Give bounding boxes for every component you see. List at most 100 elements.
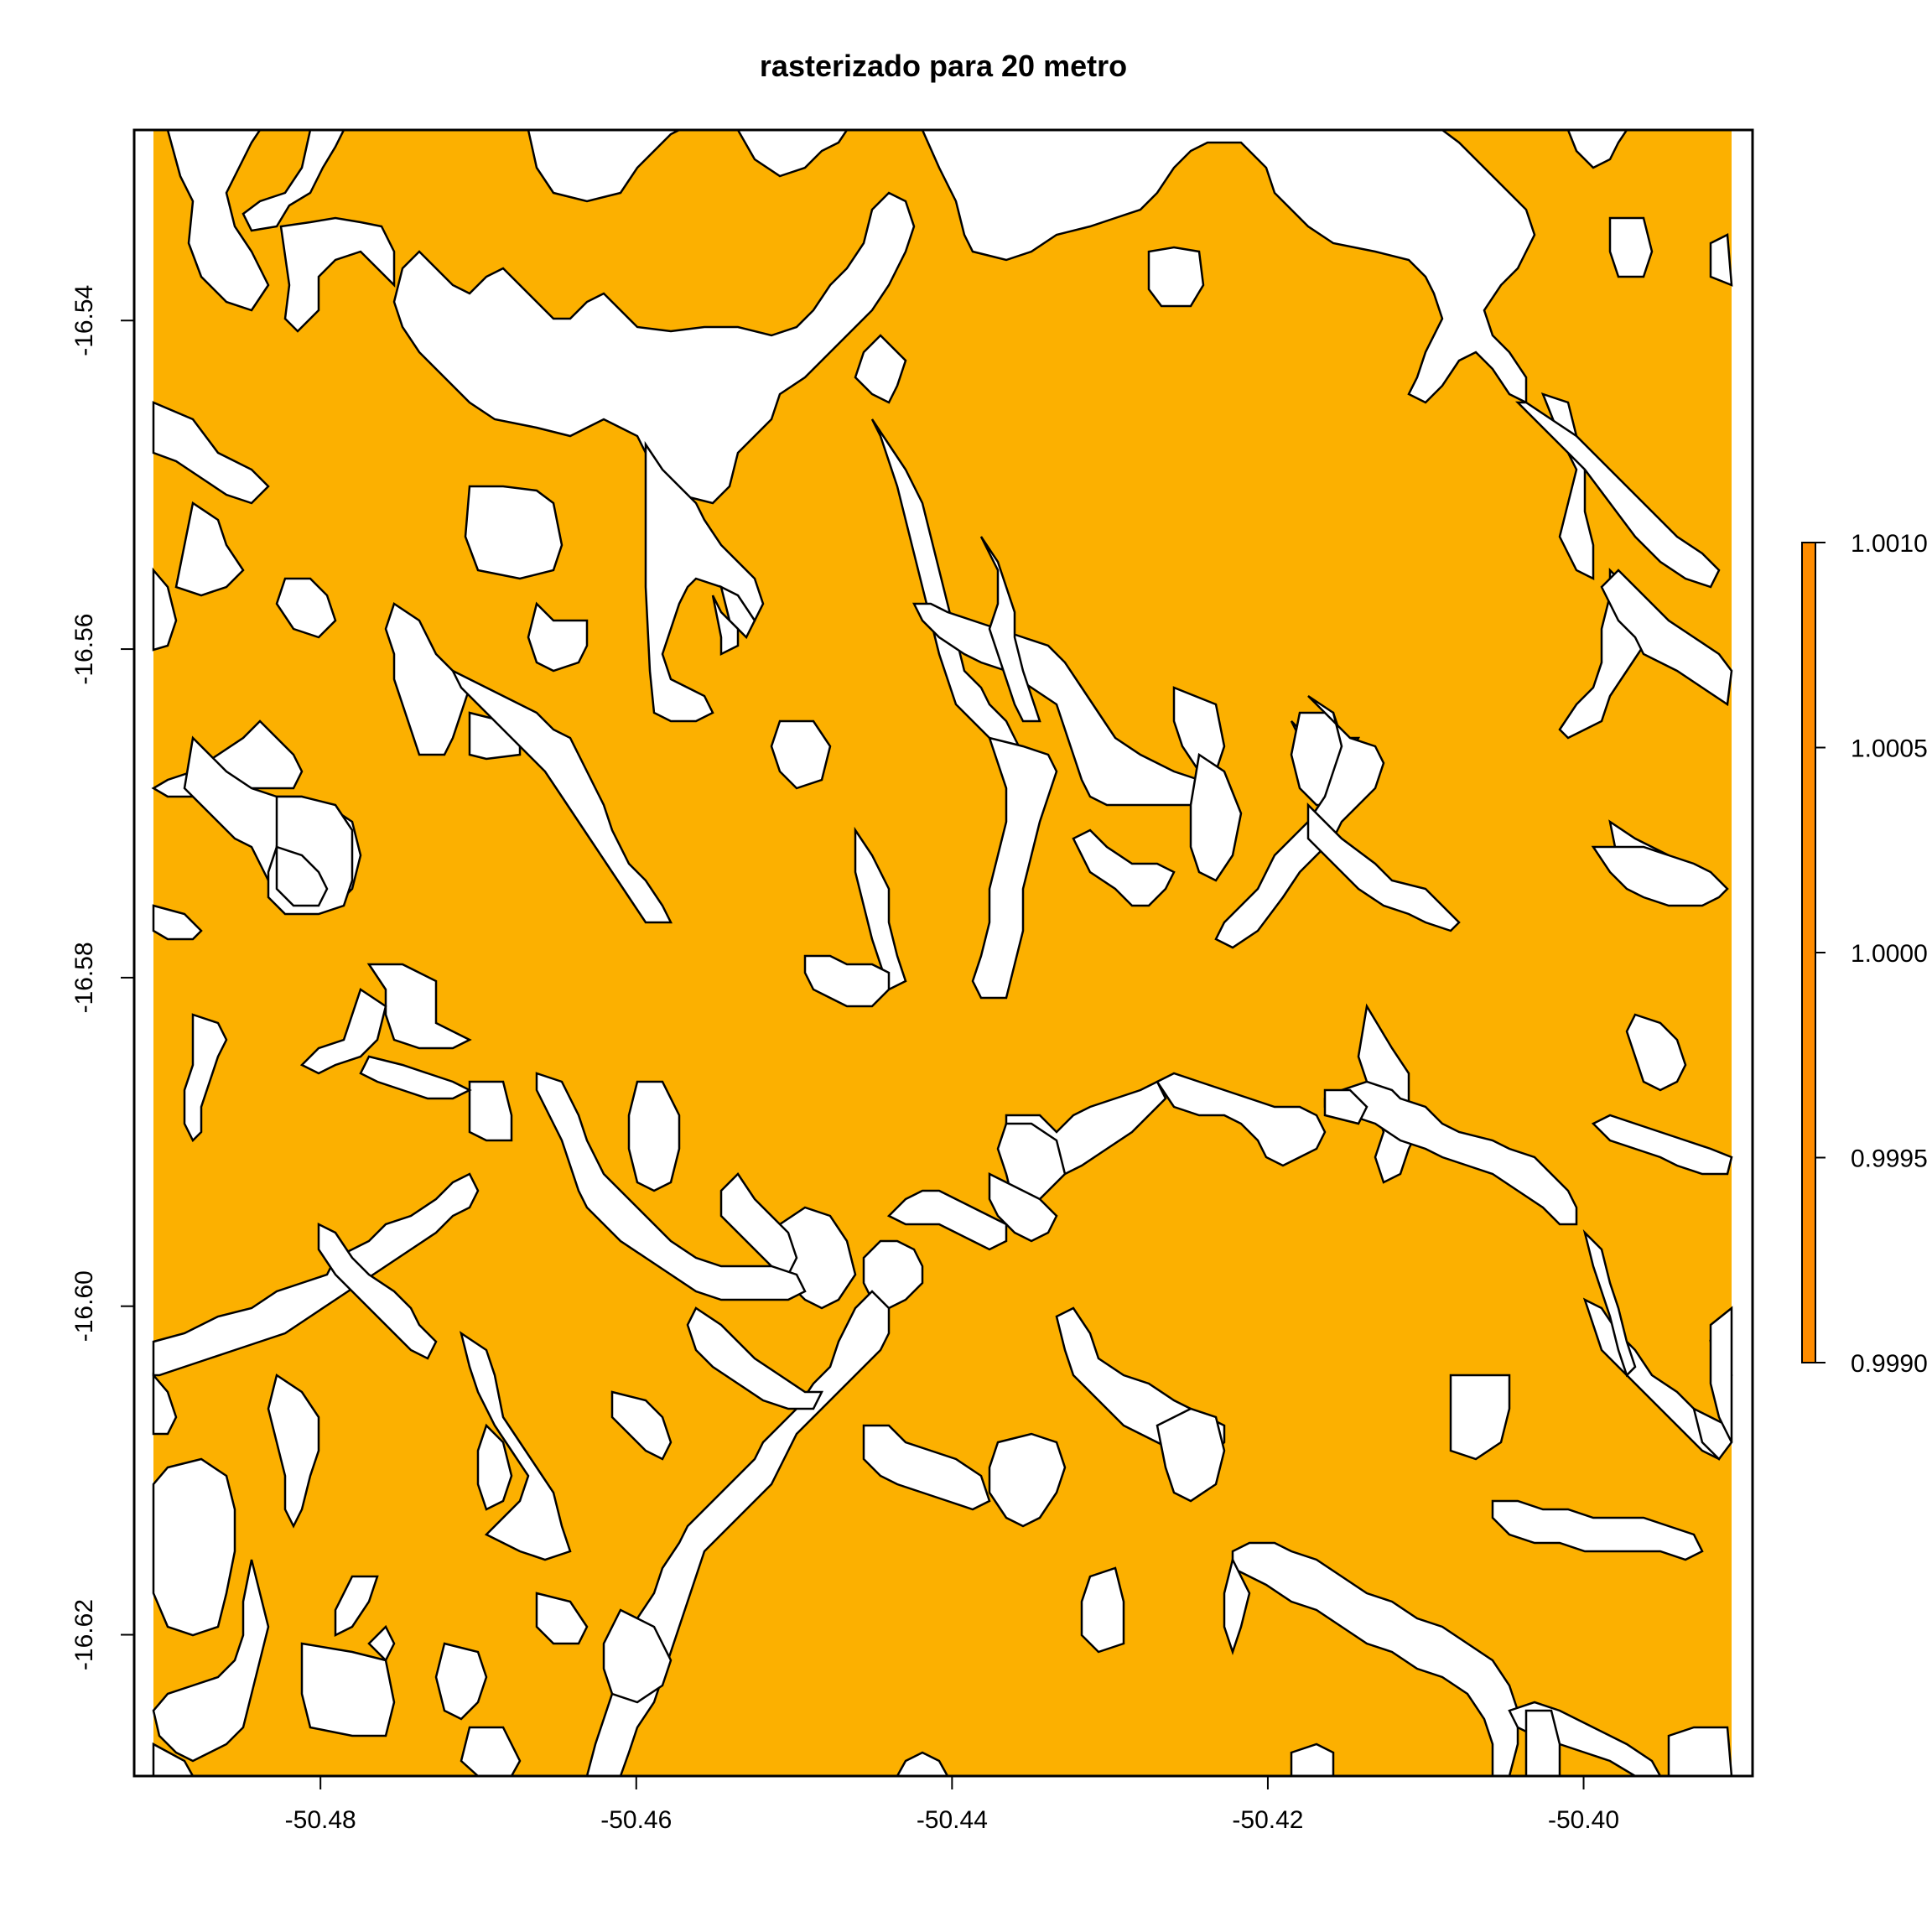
gap-shape (1524, 1709, 1561, 1776)
gap-shape (1625, 1013, 1687, 1092)
gap-shape (183, 1013, 228, 1143)
gap-shape (1323, 1088, 1368, 1125)
gap-shape (1591, 845, 1729, 907)
gap-shape (434, 1642, 488, 1721)
gap-shape (1608, 216, 1654, 278)
gap-shape (152, 1172, 480, 1377)
gap-shape (1600, 569, 1733, 707)
y-tick-label: -16.60 (70, 1270, 98, 1342)
gap-shape (602, 1608, 673, 1704)
raster-map (134, 130, 1753, 1776)
gap-shape (366, 963, 472, 1050)
y-tick-label: -16.56 (70, 614, 98, 685)
gap-shape (1080, 1566, 1125, 1654)
gap-shape (1072, 828, 1176, 907)
gap-shape (275, 845, 329, 907)
gap-shape (1189, 752, 1243, 882)
x-tick-label: -50.44 (917, 1806, 988, 1834)
gap-shape (854, 826, 907, 991)
gap-shape (1582, 1228, 1637, 1378)
gap-shape (468, 1080, 513, 1142)
gap-shape (686, 1306, 824, 1410)
gap-shape (527, 130, 680, 203)
legend-tick-label: 0.9990 (1851, 1350, 1928, 1378)
legend-bar (1801, 542, 1816, 1363)
legend-tick-label: 1.0010 (1851, 530, 1928, 558)
gap-shape (450, 668, 673, 924)
gap-shape (267, 1373, 320, 1529)
gap-shape (152, 1559, 270, 1763)
gap-shape (719, 584, 756, 640)
gap-shape (711, 595, 740, 657)
gap-shape (1223, 1556, 1251, 1655)
gap-shape (971, 736, 1058, 1000)
legend-tick-label: 1.0005 (1851, 735, 1928, 763)
gap-shape (476, 1423, 513, 1511)
gap-shape (886, 1189, 1008, 1251)
gap-shape (1514, 401, 1721, 589)
legend-tick-label: 1.0000 (1851, 940, 1928, 968)
gap-shape (736, 130, 849, 178)
gap-shape (152, 1742, 195, 1776)
gap-shape (299, 988, 387, 1075)
gap-shape (367, 1624, 396, 1663)
gap-shape (1306, 802, 1461, 932)
gap-shape (854, 334, 907, 404)
y-axis: -16.54 -16.56 -16.58 -16.60 -16.62 (70, 285, 135, 1670)
gap-shape (1290, 1742, 1335, 1776)
y-tick-label: -16.58 (70, 942, 98, 1013)
legend-tick-label: 0.9995 (1851, 1145, 1928, 1173)
gap-shape (770, 719, 832, 790)
gap-shape (460, 1726, 522, 1776)
x-tick-label: -50.42 (1232, 1806, 1303, 1834)
gap-shape (1709, 1306, 1733, 1443)
legend-colorbar: 1.0010 1.0005 1.0000 0.9995 0.9990 (1801, 530, 1928, 1378)
gap-shape (152, 1457, 236, 1637)
raster-gaps (151, 130, 1733, 1776)
gap-shape (1231, 1541, 1519, 1776)
gap-shape (300, 1642, 396, 1737)
gap-shape (644, 440, 765, 723)
gap-shape (242, 130, 345, 232)
gap-shape (1591, 1114, 1733, 1176)
gap-shape (1667, 1726, 1733, 1776)
gap-shape (152, 567, 178, 652)
gap-shape (460, 1331, 572, 1561)
gap-shape (166, 130, 270, 312)
plot-title: rasterizado para 20 metro (759, 49, 1128, 83)
gap-shape (896, 1751, 949, 1776)
gap-shape (279, 216, 396, 333)
gap-shape (359, 1055, 472, 1100)
gap-shape (988, 1432, 1067, 1528)
gap-shape (1147, 246, 1205, 308)
gap-shape (1156, 1072, 1327, 1167)
gap-shape (334, 1575, 379, 1638)
gap-shape (152, 401, 270, 505)
gap-shape (803, 954, 891, 1008)
gap-shape (527, 601, 589, 673)
gap-shape (1491, 1499, 1704, 1561)
gap-shape (392, 191, 916, 505)
y-tick-label: -16.54 (70, 285, 98, 356)
gap-shape (979, 536, 1041, 723)
x-tick-label: -50.46 (600, 1806, 672, 1834)
gap-shape (152, 1372, 178, 1436)
gap-shape (152, 904, 203, 941)
x-axis: -50.48 -50.46 -50.44 -50.42 -50.40 (285, 1775, 1619, 1834)
gap-shape (174, 501, 245, 597)
gap-shape (862, 1424, 991, 1511)
gap-shape (464, 485, 564, 580)
gap-shape (275, 577, 337, 639)
gap-shape (1323, 1080, 1578, 1226)
gap-shape (627, 1080, 681, 1192)
gap-shape (610, 1390, 673, 1461)
x-tick-label: -50.40 (1548, 1806, 1619, 1834)
gap-shape (535, 1072, 807, 1301)
gap-shape (1449, 1374, 1511, 1461)
gap-shape (1709, 233, 1733, 287)
gap-shape (1566, 130, 1628, 169)
gap-shape (384, 602, 471, 756)
gap-shape (1156, 1407, 1226, 1503)
gap-shape (535, 1592, 589, 1645)
